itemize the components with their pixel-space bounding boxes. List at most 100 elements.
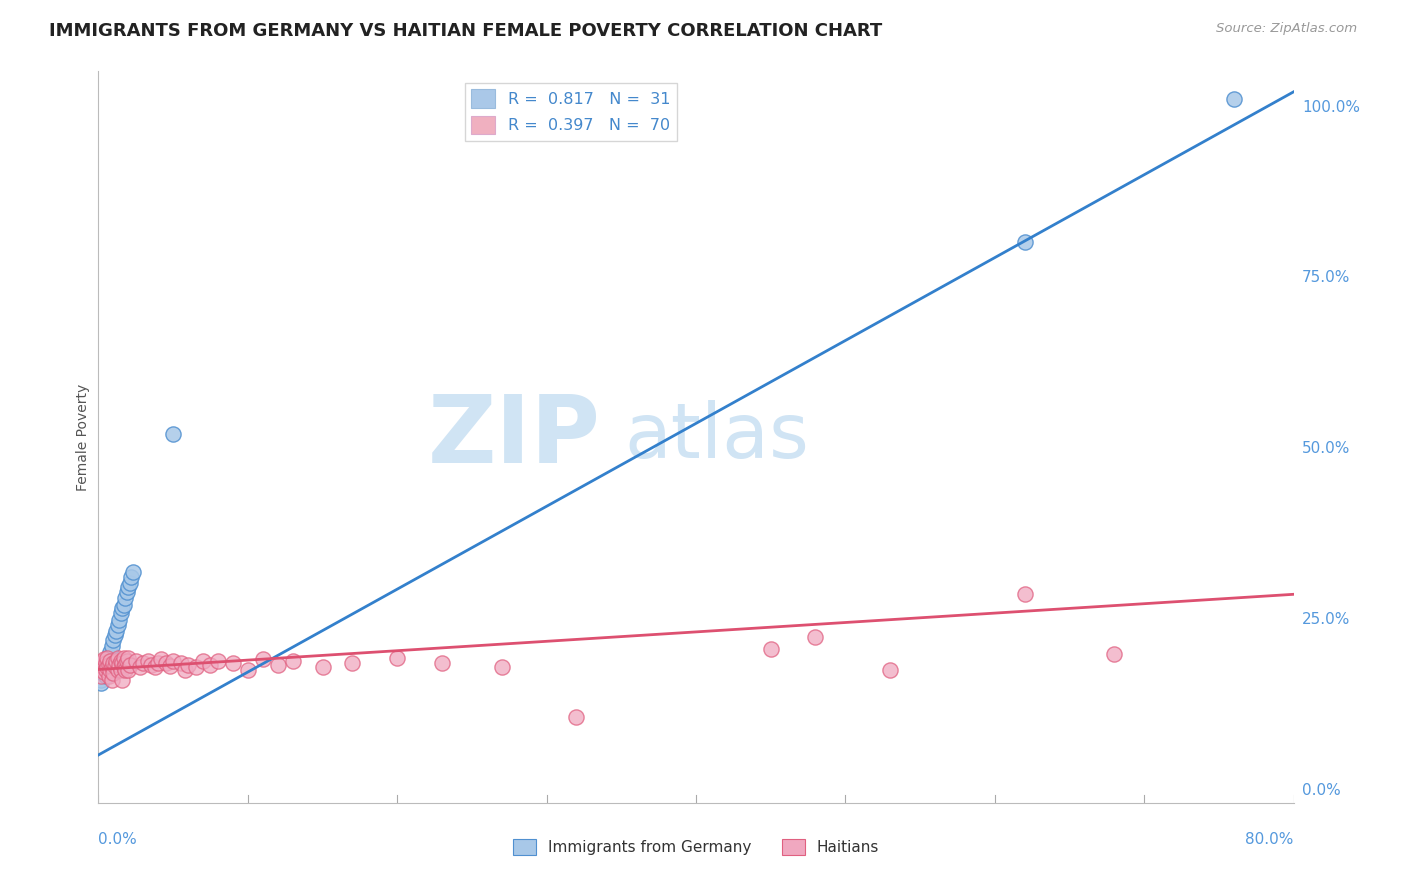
Point [90,676,112,690]
Point [103,633,125,648]
Point [90,663,112,677]
Point [104,628,127,642]
Point [132,656,155,670]
Point [105,654,128,668]
Point [101,660,124,674]
Point [759,642,782,657]
Point [236,663,259,677]
Point [98,645,122,659]
Point [107,663,129,677]
Point [117,581,139,595]
Point [110,606,132,620]
Point [98,663,122,677]
Point [159,659,181,673]
Point [108,613,131,627]
Point [174,663,197,677]
Point [115,654,138,668]
Point [94,663,117,677]
Y-axis label: Female Poverty: Female Poverty [76,384,90,491]
Point [114,663,136,677]
Point [120,570,142,584]
Point [91,665,114,680]
Point [114,657,136,672]
Point [118,657,141,672]
Point [104,659,127,673]
Point [385,651,409,665]
Point [112,651,135,665]
Point [94,665,117,679]
Point [90,663,112,677]
Point [93,652,115,666]
Point [103,665,125,680]
Point [169,656,191,670]
Point [162,426,184,441]
Text: Source: ZipAtlas.com: Source: ZipAtlas.com [1216,22,1357,36]
Point [162,654,184,668]
Point [121,565,143,579]
Point [107,651,129,665]
Point [117,663,139,677]
Text: 0.0%: 0.0% [98,832,138,847]
Point [565,710,588,724]
Point [112,660,135,674]
Point [96,656,118,670]
Point [491,660,513,674]
Point [97,669,120,683]
Point [222,656,245,670]
Point [93,660,115,674]
Point [101,673,124,687]
Point [267,657,290,672]
Point [281,654,304,668]
Point [117,651,139,665]
Point [97,652,120,666]
Point [111,601,134,615]
Point [136,654,159,668]
Point [118,575,141,590]
Point [101,639,124,653]
Point [311,660,333,674]
Point [139,657,162,672]
Point [342,656,364,670]
Text: 80.0%: 80.0% [1246,832,1294,847]
Point [191,654,214,668]
Point [97,648,120,663]
Point [150,652,173,666]
Point [91,660,114,674]
Point [200,657,222,672]
Point [94,669,117,683]
Point [96,660,118,674]
Point [107,618,129,632]
Point [129,660,152,674]
Point [90,669,112,683]
Point [114,591,136,605]
Point [91,654,114,668]
Point [94,656,117,670]
Text: ZIP: ZIP [427,391,600,483]
Point [110,654,132,668]
Point [112,598,135,612]
Point [90,673,112,687]
Point [177,657,200,672]
Point [96,651,118,665]
Point [96,660,118,674]
Point [110,663,132,677]
Point [90,656,112,670]
Point [93,657,115,671]
Point [125,654,148,668]
Point [105,624,128,638]
Legend: Immigrants from Germany, Haitians: Immigrants from Germany, Haitians [506,833,886,861]
Point [1104,647,1126,661]
Point [804,631,827,645]
Point [1014,587,1036,601]
Point [97,657,120,672]
Text: atlas: atlas [624,401,808,474]
Point [93,665,115,679]
Text: IMMIGRANTS FROM GERMANY VS HAITIAN FEMALE POVERTY CORRELATION CHART: IMMIGRANTS FROM GERMANY VS HAITIAN FEMAL… [49,22,883,40]
Point [103,656,125,670]
Point [1014,235,1036,250]
Point [108,657,131,672]
Point [1223,92,1246,106]
Point [430,656,453,670]
Point [148,656,170,670]
Point [252,652,274,666]
